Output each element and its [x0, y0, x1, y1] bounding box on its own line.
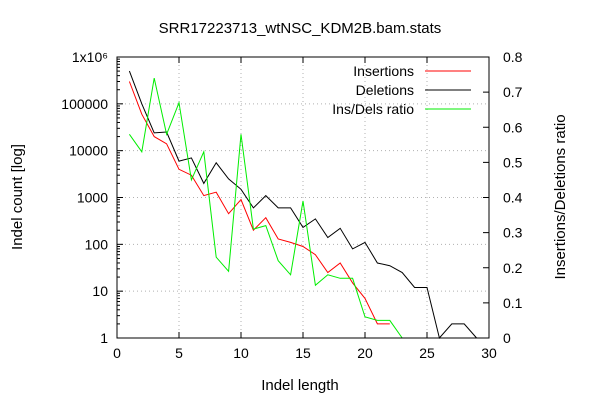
- legend: Insertions Deletions Ins/Dels ratio: [332, 63, 471, 117]
- x-tick-label: 20: [357, 345, 373, 361]
- x-tick-label: 25: [419, 345, 435, 361]
- x-tick-label: 0: [113, 345, 121, 361]
- y2-tick-label: 0.4: [503, 190, 523, 206]
- y2-tick-label: 0.8: [503, 49, 523, 65]
- y2-tick-label: 0.7: [503, 84, 523, 100]
- ticks: 0 5 10 15 20 25 30 1 10 100 1000 10000 100000 1x10⁶ 0 0…: [61, 49, 522, 361]
- y2-tick-label: 0.5: [503, 154, 523, 170]
- series-line-deletions: [128, 70, 477, 340]
- y2-tick-label: 0.2: [503, 260, 523, 276]
- y2-tick-label: 0.6: [503, 119, 523, 135]
- y-tick-label: 100: [85, 236, 109, 252]
- series-line-ins-dels-ratio: [128, 77, 403, 339]
- x-tick-label: 15: [295, 345, 311, 361]
- x-tick-label: 10: [233, 345, 249, 361]
- legend-label: Insertions: [353, 63, 414, 79]
- y-tick-label: 10: [92, 283, 108, 299]
- y2-tick-label: 0.3: [503, 225, 523, 241]
- x-tick-label: 5: [175, 345, 183, 361]
- y-axis-title: Indel count [log]: [9, 144, 26, 250]
- series-layer: [128, 70, 477, 340]
- y2-axis-title: Insertions/Deletions ratio: [552, 114, 569, 279]
- x-axis-title: Indel length: [261, 377, 339, 394]
- x-tick-label: 30: [481, 345, 497, 361]
- y-tick-label: 1x10⁶: [72, 49, 108, 65]
- series-line-insertions: [128, 81, 390, 325]
- y-tick-label: 1: [100, 330, 108, 346]
- y2-tick-label: 0.1: [503, 295, 523, 311]
- grid: [117, 57, 489, 338]
- legend-label: Deletions: [356, 82, 414, 98]
- chart-title: SRR17223713_wtNSC_KDM2B.bam.stats: [159, 20, 442, 37]
- y-tick-label: 10000: [69, 143, 108, 159]
- legend-label: Ins/Dels ratio: [332, 101, 414, 117]
- y2-tick-label: 0: [503, 330, 511, 346]
- y-tick-label: 100000: [61, 96, 108, 112]
- y-tick-label: 1000: [77, 190, 108, 206]
